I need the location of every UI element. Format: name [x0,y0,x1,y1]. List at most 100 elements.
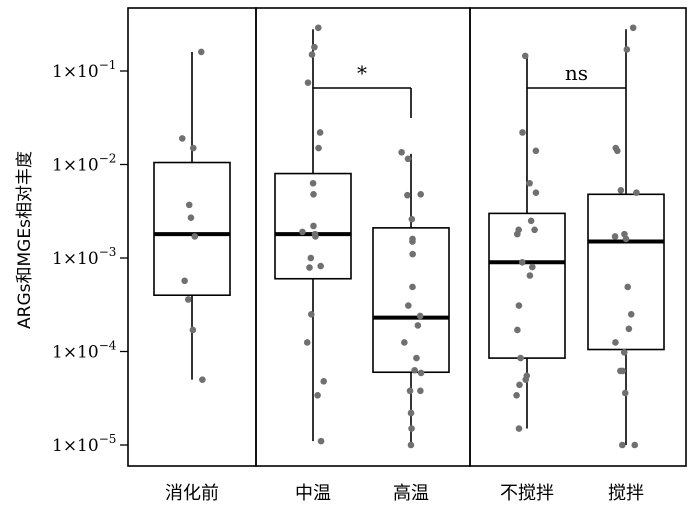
data-point [197,48,205,56]
data-point [629,24,637,32]
data-point [417,387,424,395]
data-point [526,272,534,279]
data-point [404,155,412,163]
data-point [299,228,306,236]
data-point [189,326,197,334]
data-point [513,392,520,399]
data-point [621,389,629,397]
y-axis-label: ARGs和MGEs相对丰度 [15,151,35,329]
significance-label: * [357,61,367,85]
x-tick-label: 中温 [295,483,331,504]
data-point [315,144,322,152]
iqr-box [587,193,665,351]
data-point [625,325,633,333]
data-point [532,147,540,155]
data-point [514,326,521,334]
data-point [413,354,420,362]
data-points [178,24,640,449]
data-point [189,144,197,152]
data-point [531,226,538,234]
x-tick-label: 不搅拌 [500,483,554,504]
iqr-box [153,161,231,297]
data-point [414,322,422,329]
data-point [529,263,536,271]
data-point [526,179,533,187]
data-point [303,339,311,346]
data-point [407,441,415,449]
data-point [401,339,408,346]
data-point [309,179,317,187]
data-point [417,369,425,377]
panel-frame-3 [469,7,687,467]
data-point [623,46,631,53]
data-point [316,129,324,136]
data-point [185,201,193,209]
box-series [153,29,665,445]
data-point [617,367,624,375]
data-point [617,186,625,194]
data-point [519,129,526,136]
data-point [633,189,640,196]
data-point [521,52,529,60]
y-tick-label: 1×10−4 [52,339,117,363]
y-tick-label: 1×10−3 [52,245,116,269]
x-axis-labels: 消化前 中温 高温 不搅拌 搅拌 [165,483,644,504]
data-point [515,302,523,309]
significance-label: ns [565,61,588,85]
data-point [312,233,319,240]
box-消化前 [153,51,231,380]
data-point [406,387,414,395]
data-point [181,277,188,285]
data-point [522,376,529,383]
data-point [304,79,312,86]
data-point [184,296,192,303]
data-point [187,214,195,221]
data-point [407,409,415,417]
iqr-box [274,172,352,280]
data-point [314,392,321,399]
data-point [612,339,619,346]
data-point [311,43,318,51]
data-point [516,381,523,389]
data-point [310,222,317,230]
data-point [622,235,630,243]
data-point [515,425,523,432]
y-tick-label: 1×10−1 [52,58,116,82]
x-tick-label: 消化前 [165,483,219,504]
iqr-box [372,227,450,374]
comparison-bracket-2: ns [527,61,626,89]
data-point [306,264,313,271]
data-point [416,312,424,320]
data-point [317,437,325,445]
data-point [404,191,411,199]
data-point [527,217,535,225]
significance-annotations: * ns [313,61,626,118]
data-point [307,310,315,318]
x-tick-label: 高温 [393,483,429,504]
comparison-bracket-1: * [313,61,412,118]
data-point [409,283,416,291]
data-point [307,254,315,262]
data-point [517,354,524,362]
data-point [408,215,416,223]
data-point [631,441,639,449]
data-point [627,310,635,318]
y-tick-label: 1×10−2 [52,152,116,176]
data-point [408,425,415,432]
x-tick-label: 搅拌 [608,483,644,504]
box-不搅拌 [488,54,566,429]
data-point [619,441,626,449]
data-point [532,189,540,196]
data-point [308,51,316,58]
data-point [409,238,416,245]
y-axis-ticks: 1×10−1 1×10−2 1×10−3 1×10−4 1×10−5 [52,58,128,456]
data-point [398,149,405,156]
data-point [611,233,619,240]
data-point [310,191,317,198]
data-point [320,378,328,385]
data-point [513,230,521,238]
y-tick-label: 1×10−5 [52,432,116,456]
data-point [620,349,628,356]
data-point [178,135,186,142]
panel-frames [127,7,687,467]
